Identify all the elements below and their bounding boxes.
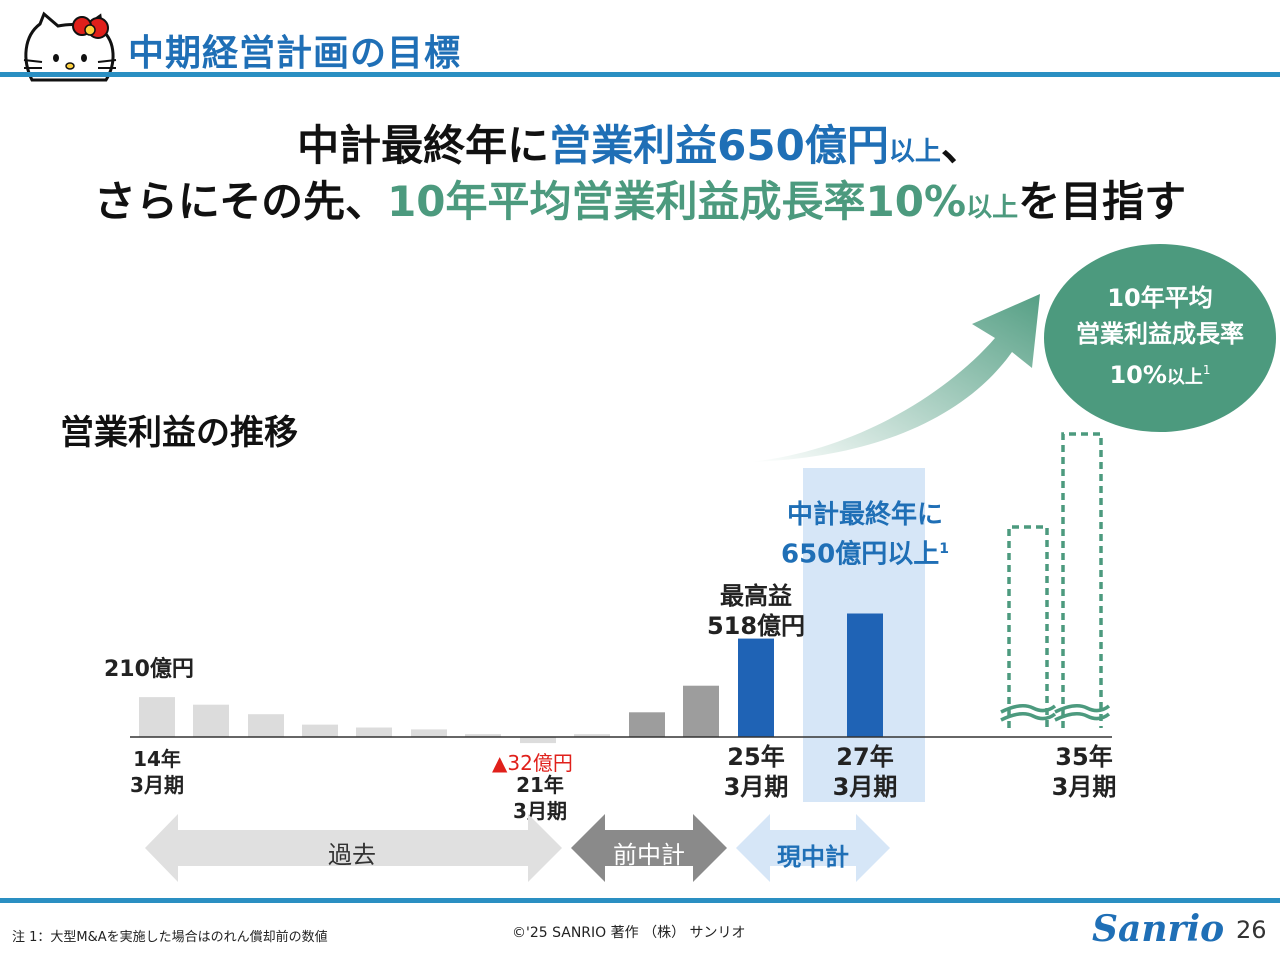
target-label: 中計最終年に 650億円以上1	[780, 500, 950, 570]
record-label: 最高益	[720, 582, 792, 610]
previous-plan-arrow	[571, 814, 727, 882]
bar-22年3月期	[574, 734, 610, 737]
break-mark	[1054, 704, 1111, 714]
axis-label-fy25: 25年 3月期	[723, 743, 789, 801]
bar-24年3月期	[683, 685, 719, 737]
first-value-label: 210億円	[104, 657, 194, 682]
goal-circle-text: 10年平均 営業利益成長率 10%以上1	[1076, 284, 1244, 389]
bar-19年3月期	[411, 729, 447, 737]
bar-27年3月期	[847, 613, 883, 737]
section-title: 営業利益の推移	[60, 413, 298, 453]
footer-divider	[0, 898, 1280, 903]
copyright: ©'25 SANRIO 著作 （株） サンリオ	[512, 925, 746, 941]
past-period-arrow	[145, 814, 562, 882]
bar-23年3月期	[629, 712, 665, 737]
axis-label-fy27: 27年 3月期	[832, 743, 898, 801]
record-value-label: 518億円	[706, 612, 806, 640]
headline-line-1: 中計最終年に営業利益650億円以上、	[297, 121, 983, 170]
hello-kitty-icon	[18, 10, 118, 88]
bar-21年3月期	[520, 737, 556, 744]
current-plan-arrow	[736, 814, 890, 882]
bar-16年3月期	[248, 714, 284, 737]
axis-label-fy35: 35年 3月期	[1051, 743, 1117, 801]
goal-circle	[1044, 244, 1276, 432]
current-plan-label: 現中計	[777, 843, 849, 871]
future-bar-35	[1061, 432, 1103, 728]
break-mark	[1054, 712, 1111, 722]
break-mark	[1000, 704, 1057, 714]
bar-14年3月期	[139, 697, 175, 737]
bar-15年3月期	[193, 704, 229, 737]
past-period-label: 過去	[328, 841, 376, 869]
bar-20年3月期	[465, 734, 501, 737]
headline-line-2: さらにその先、10年平均営業利益成長率10%以上を目指す	[93, 177, 1187, 226]
previous-plan-label: 前中計	[613, 841, 685, 869]
bar-18年3月期	[356, 727, 392, 737]
axis-label-fy14: 14年 3月期	[130, 747, 184, 797]
period-arrows	[145, 814, 890, 882]
break-mark	[1000, 712, 1057, 722]
growth-arrow-icon	[750, 294, 1040, 462]
bar-25年3月期	[738, 638, 774, 737]
sanrio-logo: Sanrio	[1092, 908, 1225, 950]
header-divider	[0, 72, 1280, 77]
negative-value-label: ▲32億円	[492, 751, 573, 775]
axis-label-fy21: 21年 3月期	[513, 773, 567, 823]
bar-17年3月期	[302, 724, 338, 737]
page-number: 26	[1236, 916, 1267, 944]
future-bar-1	[1007, 525, 1049, 728]
page-title: 中期経営計画の目標	[128, 33, 462, 74]
footnote: 注 1：大型M&Aを実施した場合はのれん償却前の数値	[12, 930, 328, 945]
